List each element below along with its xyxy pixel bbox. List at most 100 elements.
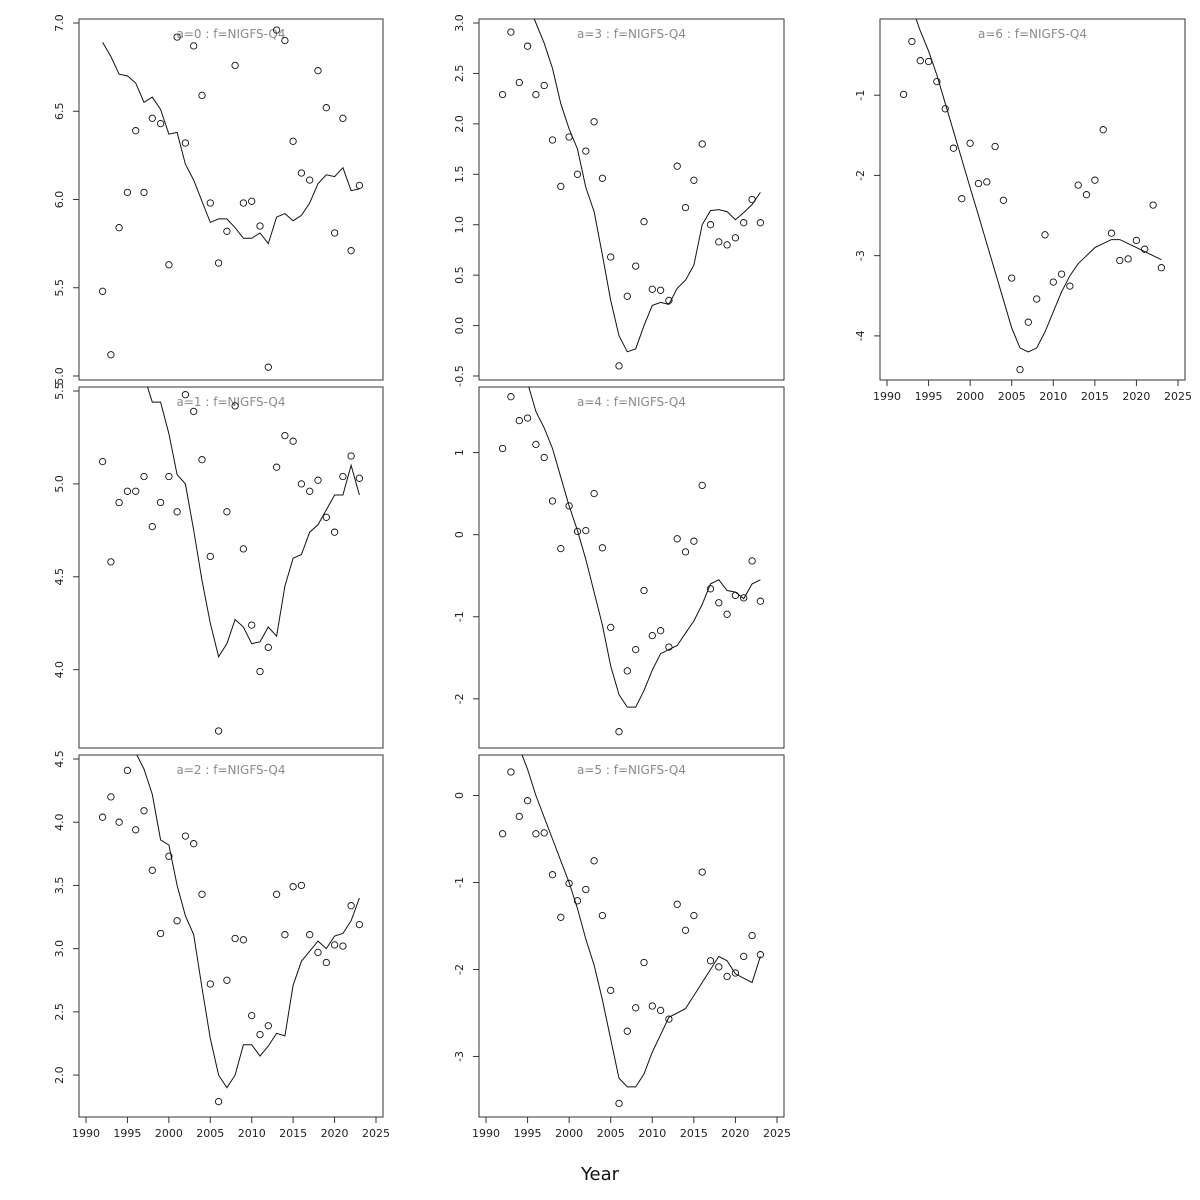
observed-point	[690, 537, 698, 545]
observed-point	[706, 585, 715, 593]
observed-point	[1008, 274, 1016, 282]
y-tick-label: 0.5	[453, 266, 466, 284]
fitted-line	[528, 387, 761, 708]
x-tick-label: 1995	[514, 1127, 542, 1140]
y-tick-label: 6.5	[53, 103, 66, 121]
observed-point	[1132, 236, 1141, 245]
observed-point	[698, 868, 706, 876]
observed-point	[582, 526, 590, 535]
observed-point	[314, 67, 322, 75]
observed-point	[231, 934, 239, 943]
y-tick-label: -3	[453, 1051, 466, 1062]
observed-point	[289, 137, 297, 145]
observed-point	[98, 813, 107, 821]
fitted-line	[136, 755, 360, 1089]
observed-point	[748, 931, 756, 940]
observed-point	[681, 203, 690, 212]
observed-point	[740, 952, 748, 961]
observed-point	[206, 552, 214, 561]
observed-point	[239, 936, 248, 944]
x-tick-label: 2005	[998, 390, 1026, 403]
observed-point	[1116, 256, 1124, 265]
observed-point	[355, 920, 364, 929]
observed-point	[248, 1011, 256, 1020]
panel-title: a=1 : f=NIGFS-Q4	[177, 395, 286, 409]
x-tick-label: 1995	[113, 1127, 141, 1140]
observed-point	[648, 1002, 656, 1010]
observed-point	[198, 456, 206, 464]
fitted-line	[521, 755, 761, 1088]
observed-point	[715, 963, 723, 971]
observed-point	[715, 238, 723, 246]
observed-point	[1074, 181, 1082, 189]
panel-title: a=0 : f=NIGFS-Q4	[177, 27, 286, 41]
observed-point	[339, 942, 347, 950]
x-tick-label: 2025	[1164, 390, 1192, 403]
observed-point	[756, 597, 765, 605]
observed-point	[498, 830, 507, 838]
observed-point	[607, 623, 615, 632]
y-tick-label: 4.5	[53, 750, 66, 768]
observed-point	[223, 508, 231, 516]
observed-point	[347, 247, 355, 255]
y-tick-label: -1	[854, 90, 867, 101]
panel-4: a=4 : f=NIGFS-Q4 -2 -1 0 1	[453, 386, 785, 749]
observed-point	[264, 643, 272, 652]
observed-point	[623, 292, 631, 300]
observed-point	[123, 487, 132, 495]
observed-point	[1016, 365, 1024, 374]
panel-6: a=6 : f=NIGFS-Q4 -4 -3 -2 -1 1990 1995 2000 2005…	[854, 18, 1192, 403]
observed-point	[223, 976, 231, 984]
observed-point	[515, 78, 523, 87]
observed-point	[573, 170, 582, 178]
observed-point	[656, 627, 665, 635]
observed-point	[281, 36, 289, 45]
x-tick-label: 2020	[321, 1127, 349, 1140]
y-tick-label: 2.0	[53, 1066, 66, 1084]
observed-point	[731, 234, 740, 242]
observed-point	[264, 363, 272, 371]
observed-point	[966, 139, 974, 147]
observed-point	[239, 545, 248, 553]
observed-point	[573, 527, 582, 536]
observed-point	[214, 1097, 223, 1106]
observed-point	[98, 457, 107, 466]
observed-point	[198, 91, 206, 100]
observed-point	[107, 351, 115, 359]
observed-point	[156, 119, 165, 128]
observed-point	[330, 528, 339, 536]
observed-point	[523, 42, 532, 50]
observed-point	[256, 667, 264, 676]
observed-point	[181, 832, 190, 840]
panel-5: a=5 : f=NIGFS-Q4 -3 -2 -1 0 1990 1995 2000 2005 2…	[453, 754, 791, 1140]
y-tick-label: -2	[854, 170, 867, 181]
observed-point	[322, 104, 330, 112]
observed-point	[498, 444, 507, 453]
observed-point	[515, 416, 523, 425]
observed-point	[140, 807, 148, 815]
observed-point	[656, 1006, 665, 1015]
x-tick-label: 2010	[1039, 390, 1067, 403]
observed-point	[272, 26, 281, 34]
observed-point	[507, 28, 515, 36]
observed-point	[1124, 255, 1132, 263]
observed-point	[355, 474, 364, 482]
observed-point	[272, 463, 281, 471]
observed-point	[498, 90, 507, 99]
x-tick-label: 2010	[238, 1127, 266, 1140]
observed-point	[107, 793, 115, 801]
y-tick-label: -0.5	[453, 365, 466, 386]
y-tick-label: -1	[453, 611, 466, 622]
observed-point	[640, 958, 648, 967]
y-tick-label: 3.0	[53, 940, 66, 958]
observed-point	[557, 182, 565, 191]
x-tick-label: 2000	[155, 1127, 183, 1140]
observed-point	[632, 645, 640, 654]
observed-point	[681, 548, 690, 556]
observed-point	[165, 261, 173, 269]
observed-point	[272, 890, 281, 898]
observed-point	[632, 262, 640, 270]
plot-area	[98, 387, 364, 735]
observed-point	[1141, 245, 1149, 253]
observed-point	[231, 61, 239, 70]
